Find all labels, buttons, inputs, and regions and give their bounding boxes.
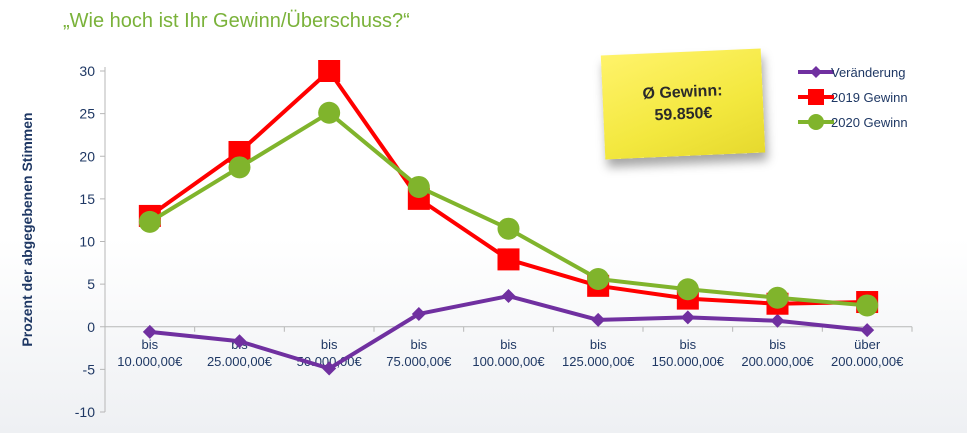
legend-label: 2019 Gewinn <box>831 90 908 105</box>
legend-marker <box>808 114 824 130</box>
legend-label: 2020 Gewinn <box>831 115 908 130</box>
x-tick-label-line2: 10.000,00€ <box>117 354 183 369</box>
data-point-square <box>318 60 341 82</box>
x-tick-label-line2: 200.000,00€ <box>831 354 904 369</box>
data-point-circle <box>587 268 610 291</box>
x-tick-label-line2: 200.000,00€ <box>741 354 814 369</box>
y-tick-label: 30 <box>79 63 95 79</box>
data-point-diamond <box>411 306 426 321</box>
x-tick-label-line1: über <box>854 337 881 352</box>
data-point-circle <box>766 286 789 309</box>
data-point-diamond <box>322 361 337 376</box>
x-tick-label-line2: 75.000,00€ <box>386 354 452 369</box>
y-tick-label: 10 <box>79 234 95 250</box>
y-tick-label: 25 <box>79 106 95 122</box>
y-tick-label: 0 <box>87 319 95 335</box>
data-point-circle <box>138 210 161 233</box>
data-point-circle <box>497 217 520 240</box>
data-point-circle <box>228 156 251 179</box>
data-point-diamond <box>232 334 247 349</box>
data-point-circle <box>318 101 341 124</box>
y-tick-label: 20 <box>79 148 95 164</box>
x-tick-label-line1: bis <box>680 337 697 352</box>
x-tick-label-line2: 25.000,00€ <box>207 354 273 369</box>
x-tick-label-line1: bis <box>321 337 338 352</box>
x-tick-label-line2: 100.000,00€ <box>472 354 545 369</box>
data-point-diamond <box>860 323 875 338</box>
data-point-circle <box>676 278 699 301</box>
y-axis-title: Prozent der abgegebenen Stimmen <box>19 112 35 346</box>
x-tick-label-line1: bis <box>142 337 159 352</box>
legend-marker <box>808 89 824 105</box>
y-tick-label: 5 <box>87 276 95 292</box>
legend-label: Veränderung <box>831 65 905 80</box>
x-tick-label-line1: bis <box>590 337 607 352</box>
data-point-diamond <box>591 312 606 327</box>
x-tick-label-line1: bis <box>411 337 428 352</box>
legend-marker <box>810 66 822 78</box>
x-tick-label-line1: bis <box>769 337 786 352</box>
y-tick-label: -10 <box>75 404 95 420</box>
data-point-circle <box>407 175 430 198</box>
data-point-square <box>228 140 251 163</box>
data-point-diamond <box>770 313 785 328</box>
data-point-diamond <box>501 289 516 304</box>
x-tick-label-line1: bis <box>500 337 517 352</box>
data-point-square <box>497 248 520 271</box>
y-tick-label: 15 <box>79 191 95 207</box>
average-profit-sticky-note: Ø Gewinn: 59.850€ <box>600 48 766 160</box>
chart-title: „Wie hoch ist Ihr Gewinn/Überschuss?“ <box>63 10 410 32</box>
sticky-note-value: 59.850€ <box>654 104 713 125</box>
data-point-circle <box>856 294 879 317</box>
x-tick-label-line2: 150.000,00€ <box>652 354 725 369</box>
y-tick-label: -5 <box>83 361 96 377</box>
data-point-diamond <box>142 324 157 339</box>
data-point-diamond <box>680 310 695 325</box>
x-tick-label-line2: 125.000,00€ <box>562 354 635 369</box>
